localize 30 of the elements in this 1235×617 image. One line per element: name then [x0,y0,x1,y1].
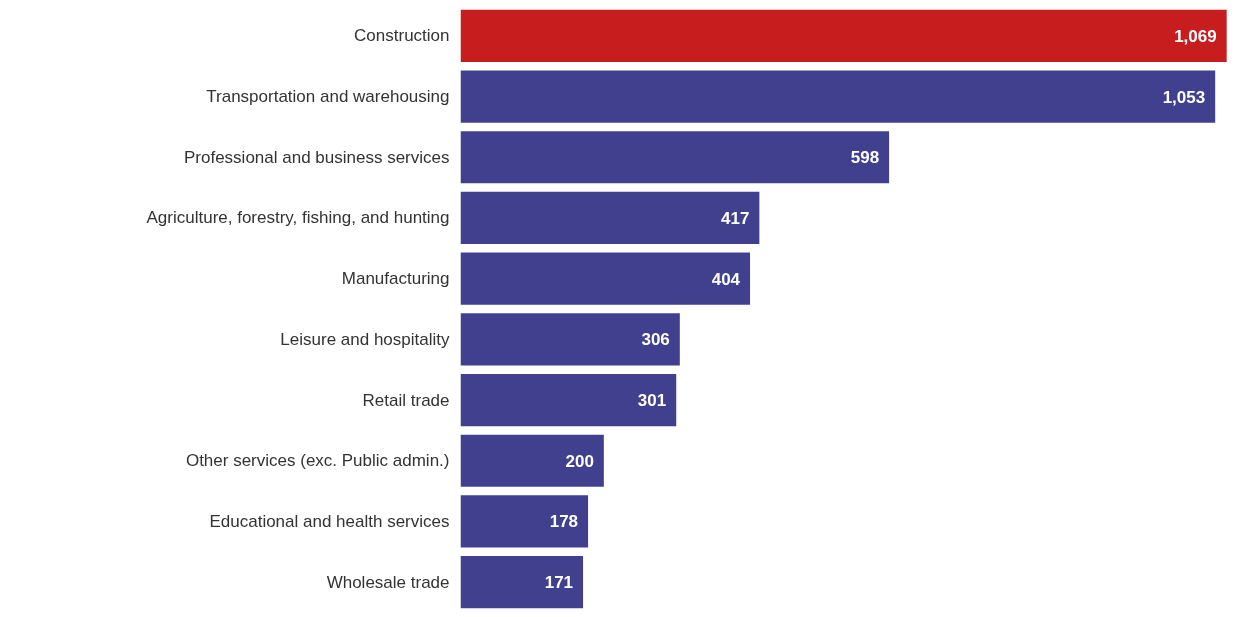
y-tick-label: Educational and health services [209,511,450,531]
bar [460,373,677,427]
y-tick-label: Manufacturing [341,269,450,289]
data-label: 301 [637,391,667,411]
data-label: 200 [565,451,594,471]
data-label: 417 [721,208,750,228]
data-label: 1,069 [1174,26,1217,46]
data-label: 1,053 [1162,87,1206,107]
bar [460,495,589,548]
y-tick-label: Professional and business services [183,147,450,167]
y-tick-label: Agriculture, forestry, fishing, and hunting [146,208,450,228]
data-label: 178 [549,512,579,532]
bar [460,9,1227,62]
data-label: 404 [711,269,741,289]
y-tick-label: Leisure and hospitality [280,329,450,349]
data-label: 598 [850,148,880,168]
bar [460,252,751,305]
y-tick-label: Retail trade [362,390,450,410]
y-tick-label: Transportation and warehousing [206,87,450,107]
bar [460,70,1216,123]
y-tick-label: Wholesale trade [326,572,450,592]
data-label: 171 [544,573,574,593]
bar [460,434,604,487]
data-label: 306 [641,330,670,350]
y-tick-label: Other services (exc. Public admin.) [185,451,450,471]
bar [460,131,890,184]
y-tick-label: Construction [354,26,450,46]
bar [460,191,760,245]
bar [460,556,584,609]
bar [460,313,680,366]
